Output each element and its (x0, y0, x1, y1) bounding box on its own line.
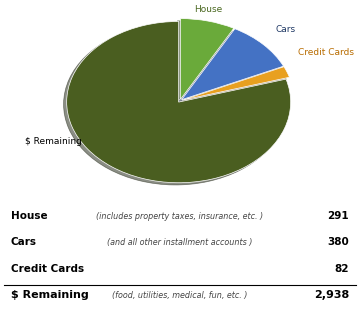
Wedge shape (182, 29, 284, 100)
Text: Cars: Cars (275, 25, 295, 34)
Text: $ Remaining: $ Remaining (11, 290, 89, 300)
Wedge shape (67, 21, 291, 183)
Text: 380: 380 (328, 238, 349, 248)
Text: (and all other installment accounts ): (and all other installment accounts ) (107, 238, 253, 247)
Text: 82: 82 (335, 264, 349, 274)
Text: House: House (194, 5, 222, 14)
Wedge shape (181, 19, 234, 99)
Text: $ Remaining: $ Remaining (24, 137, 81, 146)
Text: Cars: Cars (11, 238, 37, 248)
Text: House: House (11, 211, 48, 221)
Text: (food, utilities, medical, fun, etc. ): (food, utilities, medical, fun, etc. ) (112, 291, 248, 300)
Text: 291: 291 (328, 211, 349, 221)
Text: 2,938: 2,938 (314, 290, 349, 300)
Text: (includes property taxes, insurance, etc. ): (includes property taxes, insurance, etc… (96, 212, 264, 220)
Text: Credit Cards: Credit Cards (298, 48, 354, 57)
Text: Credit Cards: Credit Cards (11, 264, 84, 274)
Wedge shape (182, 67, 289, 100)
